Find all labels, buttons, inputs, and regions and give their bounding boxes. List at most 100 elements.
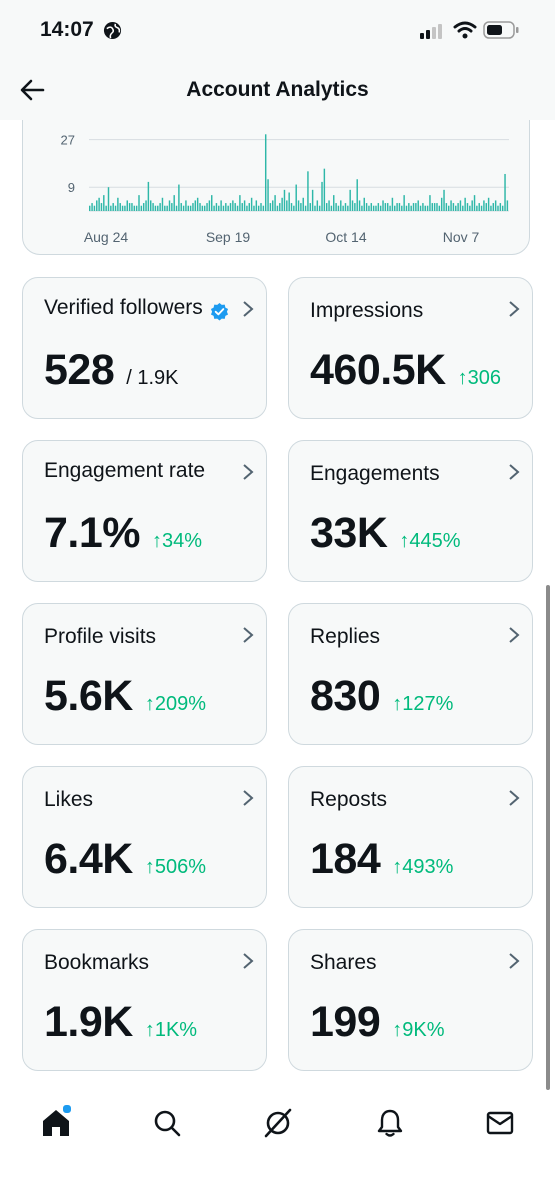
stat-label: Bookmarks: [44, 951, 150, 974]
chart-bar: [267, 179, 269, 211]
search-icon[interactable]: [151, 1107, 183, 1139]
chart-bar: [497, 205, 499, 211]
chart-bar: [222, 205, 225, 211]
chart-bar: [257, 205, 260, 211]
home-icon[interactable]: [40, 1107, 72, 1139]
chart-bar: [318, 205, 321, 211]
chart-bar: [447, 205, 450, 211]
stat-value: 830: [310, 672, 381, 720]
chart-bar: [316, 200, 319, 211]
chart-bar: [105, 205, 107, 211]
stat-card-engagement-rate[interactable]: Engagement rate 7.1% ↑34%: [22, 440, 267, 582]
chart-bar: [114, 205, 117, 211]
chart-bar: [429, 195, 431, 211]
chart-bar: [476, 205, 478, 211]
stat-card-verified-followers[interactable]: Verified followers 528 / 1.9K: [22, 277, 267, 419]
chart-bar: [229, 203, 232, 211]
chart-bar: [164, 205, 166, 211]
chart-bar: [426, 205, 429, 211]
back-arrow-icon[interactable]: [18, 76, 46, 104]
chart-bar: [386, 203, 389, 211]
chart-bar: [358, 200, 361, 211]
chart-bar: [501, 205, 504, 211]
stat-card-impressions[interactable]: Impressions 460.5K ↑306: [288, 277, 533, 419]
stat-value: 460.5K: [310, 346, 446, 394]
chart-bar: [272, 200, 274, 211]
stat-card-reposts[interactable]: Reposts 184 ↑493%: [288, 766, 533, 908]
chart-bar: [194, 200, 197, 211]
chart-bar: [260, 203, 262, 211]
chart-bar: [208, 200, 211, 211]
stat-card-bookmarks[interactable]: Bookmarks 1.9K ↑1K%: [22, 929, 267, 1071]
chart-bar: [323, 168, 326, 211]
chart-bar: [328, 200, 330, 211]
chart-bar: [91, 203, 93, 211]
chevron-right-icon: [243, 627, 254, 643]
stat-card-profile-visits[interactable]: Profile visits 5.6K ↑209%: [22, 603, 267, 745]
chart-bar: [178, 184, 180, 211]
chart-bar: [335, 203, 337, 211]
chart-bar: [363, 197, 365, 211]
chart-bar: [124, 205, 126, 211]
chart-bar: [436, 203, 438, 211]
chevron-right-icon: [509, 627, 520, 643]
stat-card-engagements[interactable]: Engagements 33K ↑445%: [288, 440, 533, 582]
stat-change: ↑1K%: [144, 1019, 198, 1041]
bell-icon[interactable]: [374, 1107, 406, 1139]
chart-bar: [412, 203, 415, 211]
chart-bar: [274, 195, 276, 211]
chart-bar: [250, 197, 253, 211]
chart-bar: [309, 203, 312, 211]
chart-bar: [457, 203, 459, 211]
chart-bar: [417, 200, 419, 211]
chart-bar: [471, 200, 473, 211]
chart-bar: [307, 171, 309, 211]
chart-bar: [175, 205, 178, 211]
chart-bar: [337, 205, 340, 211]
stat-label: Profile visits: [44, 625, 157, 648]
chart-bar: [157, 205, 159, 211]
chart-bar: [215, 203, 218, 211]
chart-bar: [483, 200, 485, 211]
chart-bar: [344, 203, 347, 211]
chart-bar: [234, 203, 236, 211]
stat-card-likes[interactable]: Likes 6.4K ↑506%: [22, 766, 267, 908]
scrollbar[interactable]: [546, 585, 550, 1090]
stat-label: Likes: [44, 788, 94, 811]
chart-bar: [100, 203, 103, 211]
chevron-right-icon: [509, 790, 520, 806]
chart-bar: [121, 205, 124, 211]
impressions-bar-chart: 27 9 Aug 24 Sep 19 Oct 14 Nov 7: [61, 133, 509, 245]
chart-bar: [187, 205, 190, 211]
chart-bar: [110, 205, 112, 211]
chart-bar: [469, 205, 471, 211]
globe-icon: [103, 21, 122, 40]
chart-bar: [443, 189, 445, 211]
stat-card-replies[interactable]: Replies 830 ↑127%: [288, 603, 533, 745]
x-tick-label: Oct 14: [325, 229, 366, 245]
grok-icon[interactable]: [262, 1107, 294, 1139]
chart-bar: [93, 205, 96, 211]
chart-bar: [161, 197, 164, 211]
chart-bar: [370, 203, 373, 211]
stat-value: 33K: [310, 509, 388, 557]
chart-bar: [166, 205, 168, 211]
chart-bar: [365, 203, 368, 211]
chart-bar: [433, 203, 436, 211]
chart-bar: [173, 195, 175, 211]
stat-value: 6.4K: [44, 835, 133, 883]
stat-value: 7.1%: [44, 509, 141, 557]
chart-bar: [487, 197, 490, 211]
stat-change: ↑9K%: [392, 1019, 445, 1041]
stat-card-shares[interactable]: Shares 199 ↑9K%: [288, 929, 533, 1071]
chart-bar: [290, 203, 293, 211]
mail-icon[interactable]: [484, 1107, 516, 1139]
chart-bar: [452, 203, 455, 211]
chart-bar: [171, 203, 173, 211]
chart-bar: [485, 203, 487, 211]
chart-bar: [236, 205, 239, 211]
stat-change: ↑306: [457, 367, 502, 389]
chart-bar: [276, 205, 279, 211]
chevron-right-icon: [509, 301, 520, 317]
chart-bar: [408, 203, 410, 211]
